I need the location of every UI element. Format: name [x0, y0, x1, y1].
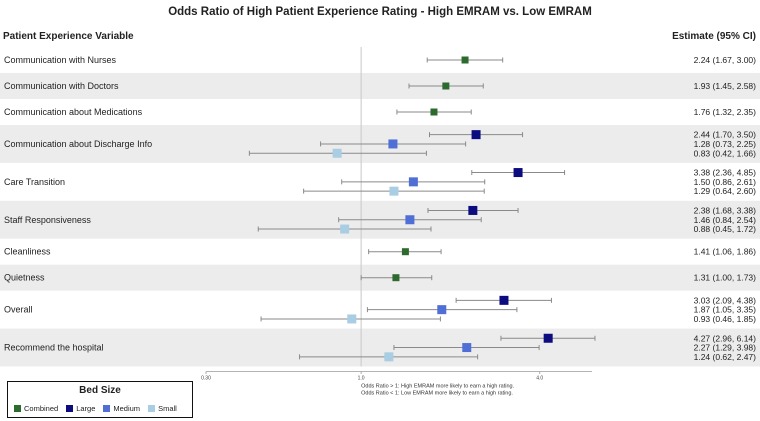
estimate-column-header: Estimate (95% CI) [672, 31, 756, 42]
estimate-text-communication-about-discharge-info-small: 0.83 (0.42, 1.66) [694, 148, 757, 158]
or-point-communication-about-discharge-info-medium [388, 139, 398, 149]
or-point-care-transition-large [513, 168, 523, 178]
legend-label-combined: Combined [24, 404, 59, 413]
legend-label-medium: Medium [113, 404, 141, 413]
or-point-communication-about-discharge-info-small [332, 148, 342, 158]
estimate-text-care-transition-small: 1.29 (0.64, 2.60) [694, 186, 757, 196]
row-texts: Communication with Nurses 2.24 (1.67, 3.0… [4, 55, 756, 362]
estimate-text-quietness-combined: 1.31 (1.00, 1.73) [694, 273, 757, 283]
estimate-text-communication-about-medications-combined: 1.76 (1.32, 2.35) [694, 107, 757, 117]
row-band-communication-with-doctors [0, 73, 760, 99]
legend-swatch-large [66, 405, 74, 412]
row-label-cleanliness: Cleanliness [4, 247, 51, 257]
row-label-overall: Overall [4, 305, 33, 315]
estimate-text-cleanliness-combined: 1.41 (1.06, 1.86) [694, 247, 757, 257]
or-point-communication-with-nurses-combined [461, 56, 469, 64]
estimate-text-staff-responsiveness-large: 2.38 (1.68, 3.38) [694, 205, 757, 215]
row-label-quietness: Quietness [4, 273, 45, 283]
or-point-cleanliness-combined [401, 248, 409, 256]
estimate-text-overall-medium: 1.87 (1.05, 3.35) [694, 305, 757, 315]
legend-title: Bed Size [79, 385, 121, 396]
estimate-text-overall-small: 0.93 (0.46, 1.85) [694, 314, 757, 324]
variable-column-header: Patient Experience Variable [3, 31, 134, 42]
estimate-text-communication-about-discharge-info-medium: 1.28 (0.73, 2.25) [694, 139, 757, 149]
legend: Bed Size Combined Large Medium Small [7, 381, 193, 418]
row-label-communication-with-nurses: Communication with Nurses [4, 55, 117, 65]
legend-item-large: Large [66, 404, 95, 413]
estimate-text-care-transition-large: 3.38 (2.36, 4.85) [694, 168, 757, 178]
estimate-text-recommend-the-hospital-small: 1.24 (0.62, 2.47) [694, 352, 757, 362]
legend-label-large: Large [76, 404, 96, 413]
or-point-communication-with-doctors-combined [442, 82, 450, 90]
legend-item-medium: Medium [103, 404, 140, 413]
or-point-recommend-the-hospital-medium [462, 343, 472, 353]
axis-note-0: Odds Ratio > 1: High EMRAM more likely t… [361, 384, 514, 390]
row-label-communication-with-doctors: Communication with Doctors [4, 81, 119, 91]
x-tick-label-2: 4.0 [536, 376, 543, 382]
estimate-text-staff-responsiveness-medium: 1.46 (0.84, 2.54) [694, 215, 757, 225]
legend-swatch-small [148, 405, 156, 412]
or-point-care-transition-medium [408, 177, 418, 187]
or-point-communication-about-medications-combined [430, 108, 438, 116]
x-axis: 0.30 1.0 4.0 Odds Ratio > 1: High EMRAM mor… [201, 371, 592, 397]
legend-items: Combined Large Medium Small [14, 404, 177, 413]
estimate-marks [248, 56, 596, 362]
legend-item-small: Small [148, 404, 177, 413]
row-label-recommend-the-hospital: Recommend the hospital [4, 343, 104, 353]
row-label-staff-responsiveness: Staff Responsiveness [4, 215, 91, 225]
or-point-recommend-the-hospital-small [384, 352, 394, 362]
or-point-overall-small [347, 314, 357, 324]
or-point-staff-responsiveness-large [468, 205, 478, 215]
estimate-text-communication-about-discharge-info-large: 2.44 (1.70, 3.50) [694, 130, 757, 140]
axis-note-1: Odds Ratio < 1: Low EMRAM more likely to… [361, 391, 513, 397]
estimate-text-care-transition-medium: 1.50 (0.86, 2.61) [694, 177, 757, 187]
or-point-care-transition-small [389, 186, 399, 196]
or-point-staff-responsiveness-medium [405, 215, 415, 225]
or-point-recommend-the-hospital-large [543, 333, 553, 343]
or-point-overall-medium [437, 305, 447, 315]
x-tick-label-0: 0.30 [201, 376, 211, 382]
estimate-text-communication-with-doctors-combined: 1.93 (1.45, 2.58) [694, 81, 757, 91]
estimate-text-recommend-the-hospital-large: 4.27 (2.96, 6.14) [694, 333, 757, 343]
row-label-care-transition: Care Transition [4, 177, 65, 187]
row-label-communication-about-discharge-info: Communication about Discharge Info [4, 139, 152, 149]
or-point-staff-responsiveness-small [340, 224, 350, 234]
legend-label-small: Small [158, 404, 177, 413]
legend-swatch-combined [14, 405, 21, 412]
chart-title: Odds Ratio of High Patient Experience Ra… [168, 6, 592, 18]
or-point-communication-about-discharge-info-large [471, 130, 481, 140]
legend-item-combined: Combined [14, 404, 58, 413]
or-point-overall-large [499, 295, 509, 305]
row-band-recommend-the-hospital [0, 328, 760, 367]
estimate-text-staff-responsiveness-small: 0.88 (0.45, 1.72) [694, 224, 757, 234]
or-point-quietness-combined [392, 274, 400, 282]
estimate-text-overall-large: 3.03 (2.09, 4.38) [694, 295, 757, 305]
legend-swatch-medium [103, 405, 111, 412]
row-label-communication-about-medications: Communication about Medications [4, 107, 143, 117]
estimate-text-recommend-the-hospital-medium: 2.27 (1.29, 3.98) [694, 343, 757, 353]
x-tick-label-1: 1.0 [358, 376, 365, 382]
estimate-text-communication-with-nurses-combined: 2.24 (1.67, 3.00) [694, 55, 757, 65]
